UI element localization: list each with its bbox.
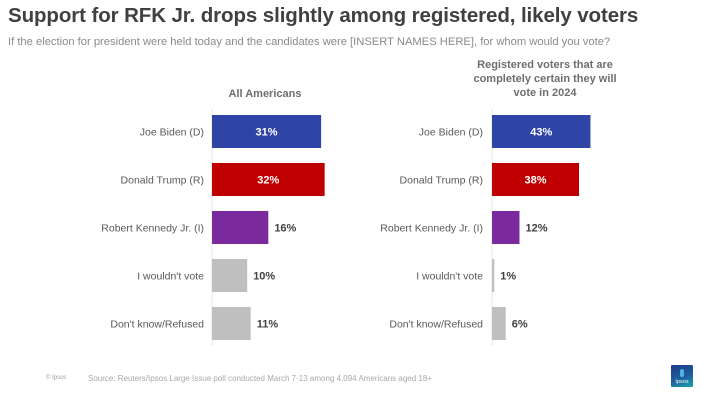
panel-title-line: completely certain they will [473,73,617,85]
panel-title-line: Registered voters that are [477,59,613,71]
chart-subtitle: If the election for president were held … [8,36,611,48]
bar [492,115,591,148]
category-label: Donald Trump (R) [121,175,204,187]
category-label: Don't know/Refused [110,319,204,331]
bar [492,259,495,292]
data-label: 11% [257,319,279,331]
panel-title-line: vote in 2024 [513,87,577,99]
data-label: 31% [256,127,278,139]
data-label: 6% [512,319,528,331]
category-label: Robert Kennedy Jr. (I) [101,223,204,235]
data-label: 12% [525,223,547,235]
panel-title-all-americans: All Americans [228,88,302,100]
chart-title: Support for RFK Jr. drops slightly among… [8,4,639,27]
ipsos-brand-logo: Ipsos [671,365,693,387]
bar [212,115,322,148]
category-label: Joe Biden (D) [140,127,204,139]
bar [492,163,580,196]
category-label: I wouldn't vote [137,271,204,283]
ipsos-copyright-logo: © Ipsos [46,375,67,381]
data-label: 1% [500,271,516,283]
source-note: Source: Reuters/Ipsos Large Issue poll c… [88,374,432,383]
category-label: I wouldn't vote [416,271,483,283]
panel-all-americans: Joe Biden (D) 31% Donald Trump (R) 32% Rober… [101,109,325,346]
panel-title-registered-voters: Registered voters that are completely ce… [455,58,635,100]
data-label: 10% [253,271,275,283]
category-label: Don't know/Refused [389,319,483,331]
ipsos-logo-label: Ipsos [675,379,689,385]
data-label: 43% [530,127,552,139]
bar [212,163,325,196]
bar [212,259,248,292]
data-label: 16% [274,223,296,235]
bar [212,211,269,244]
bar [212,307,251,340]
panel-registered-voters: Joe Biden (D) 43% Donald Trump (R) 38% Rober… [380,109,591,346]
category-label: Joe Biden (D) [419,127,483,139]
data-label: 38% [524,175,546,187]
data-label: 32% [257,175,279,187]
bar [492,211,520,244]
bar [492,307,506,340]
category-label: Robert Kennedy Jr. (I) [380,223,483,235]
ipsos-logo-mark-icon [680,369,684,377]
category-label: Donald Trump (R) [400,175,483,187]
